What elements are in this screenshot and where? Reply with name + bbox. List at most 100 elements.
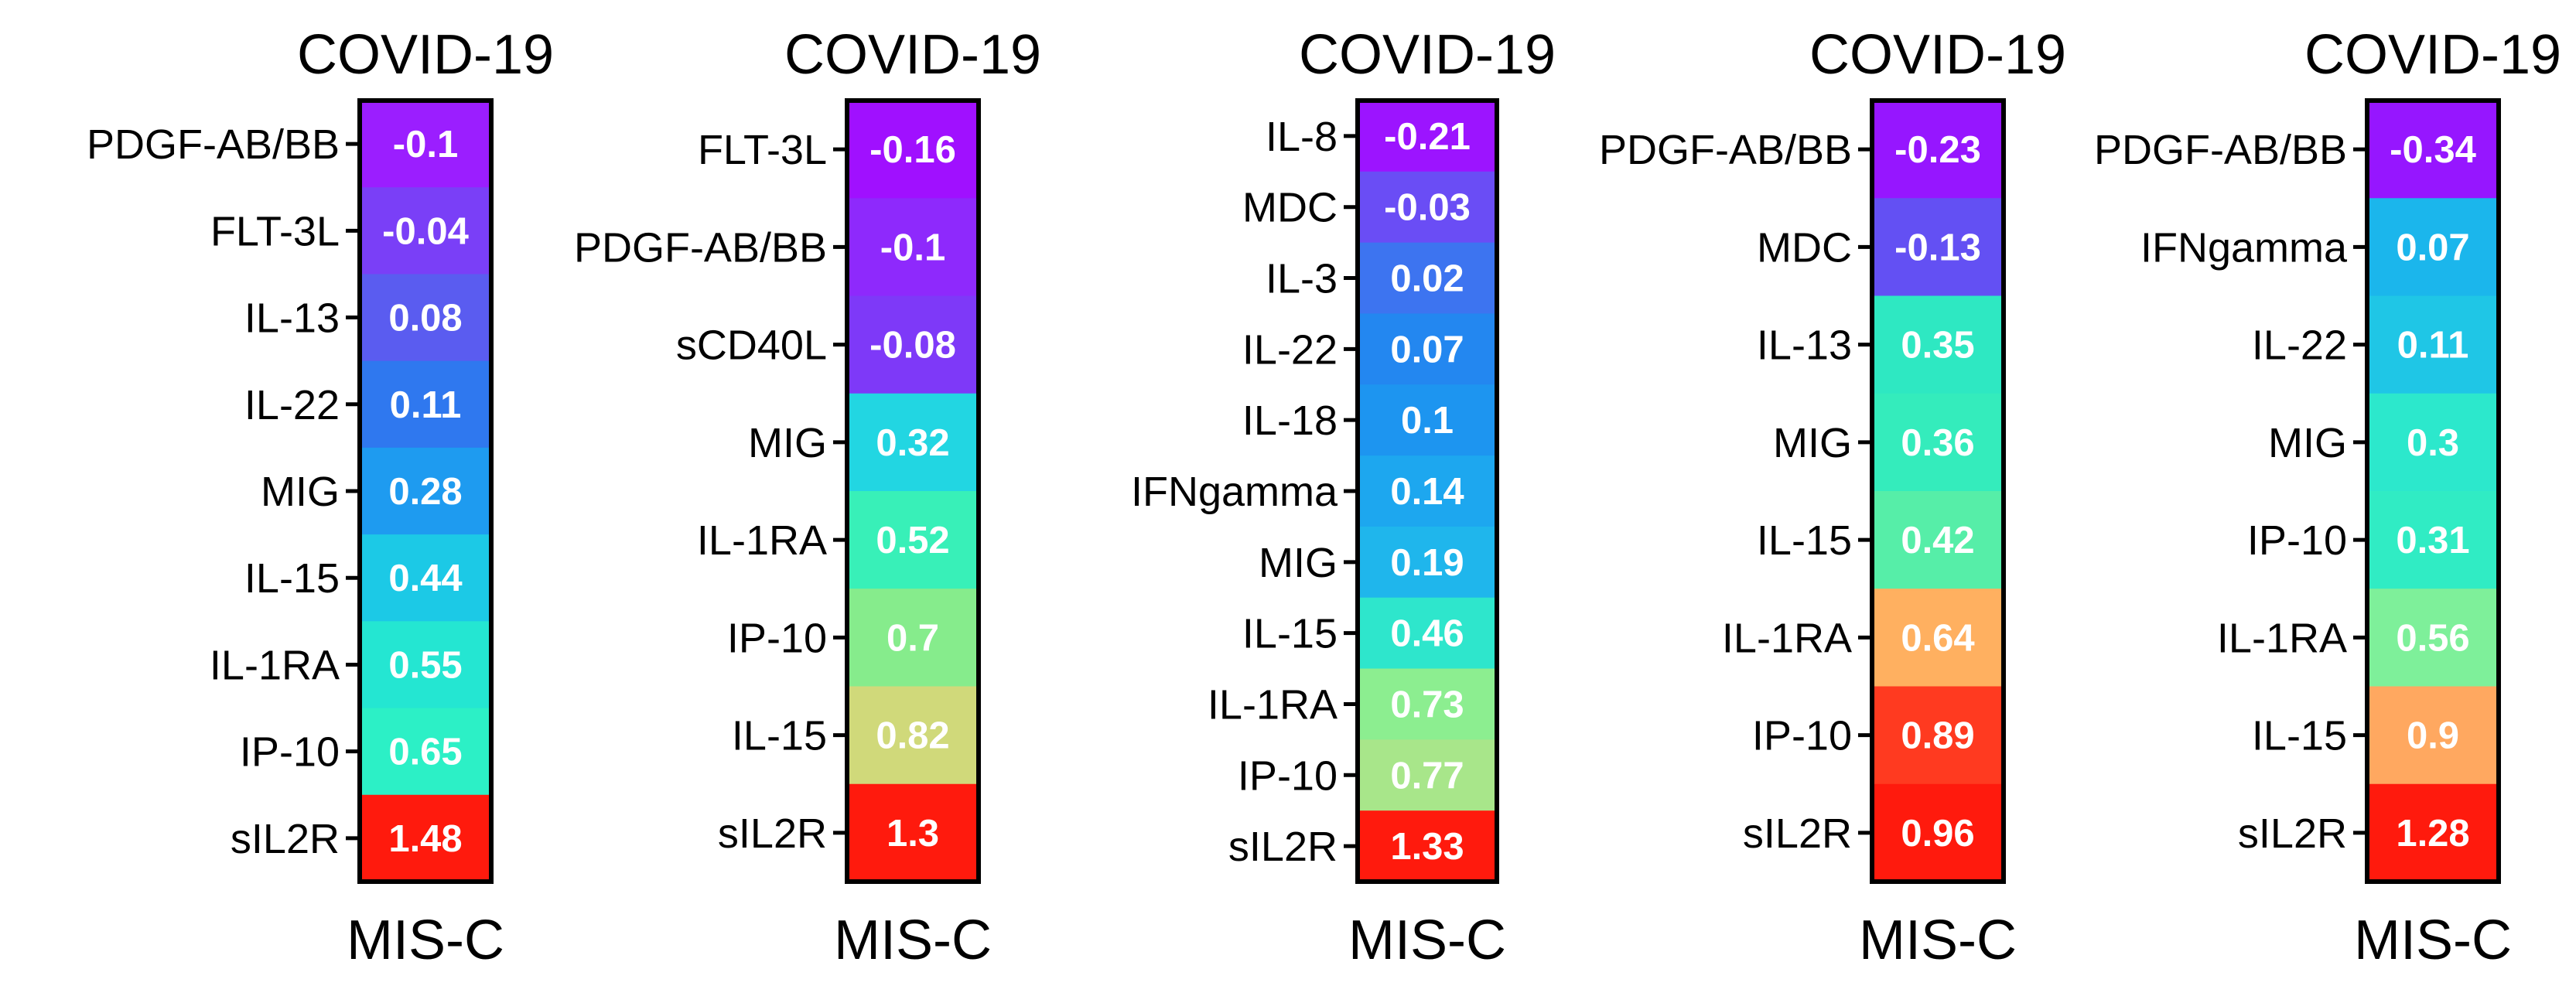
- row-tick-label: IL-15: [244, 555, 340, 602]
- row-tick-label: IL-1RA: [1722, 615, 1852, 661]
- cell-value-label: -0.23: [1894, 129, 1981, 171]
- row-tick-label: MIG: [748, 420, 827, 466]
- heatmap-cell: [360, 708, 491, 796]
- heatmap-cell: [1872, 686, 2004, 785]
- heatmap-cell: [2367, 101, 2499, 199]
- cell-value-label: -0.08: [869, 325, 956, 367]
- row-tick-label: IL-15: [1757, 517, 1852, 564]
- heatmap-cell: [847, 686, 979, 785]
- cell-value-label: -0.21: [1384, 116, 1471, 158]
- cell-value-label: 0.11: [2397, 325, 2469, 367]
- heatmap-cell: [1872, 589, 2004, 687]
- row-tick-label: sIL2R: [2238, 810, 2347, 857]
- heatmap-panel-1: COVID-19 -0.1 PDGF-AB/BB -0.04 FLT-3L 0.08 IL-…: [87, 24, 554, 971]
- heatmap-cell: [2367, 393, 2499, 492]
- panel-border: [2365, 98, 2501, 884]
- row-tick-label: IFNgamma: [1131, 469, 1338, 515]
- row-tick-label: sIL2R: [718, 810, 827, 857]
- heatmap-panel-4: COVID-19 -0.23 PDGF-AB/BB -0.13 MDC 0.35 IL-13…: [1599, 24, 2066, 971]
- panel-x-label: MIS-C: [1859, 909, 2017, 971]
- heatmap-cell: [1872, 393, 2004, 492]
- cell-value-label: 0.52: [876, 520, 949, 561]
- cell-value-label: 0.9: [2407, 715, 2459, 757]
- heatmap-cell: [847, 783, 979, 882]
- row-tick-label: MIG: [1259, 540, 1338, 586]
- panel-x-label: MIS-C: [2354, 909, 2512, 971]
- heatmap-cell: [2367, 589, 2499, 687]
- row-tick-label: PDGF-AB/BB: [2094, 127, 2347, 173]
- row-tick-label: PDGF-AB/BB: [87, 121, 340, 168]
- cell-value-label: 0.64: [1901, 617, 1974, 659]
- cell-value-label: -0.1: [393, 124, 458, 165]
- row-tick-label: IL-22: [244, 382, 340, 428]
- heatmap-cell: [1358, 810, 1497, 882]
- cell-value-label: 0.11: [390, 384, 462, 426]
- cell-value-label: 0.14: [1390, 471, 1464, 513]
- heatmap-cell: [1358, 526, 1497, 599]
- row-tick-label: MDC: [1242, 185, 1338, 231]
- heatmap-cell: [1358, 668, 1497, 740]
- row-tick-label: IL-15: [732, 713, 827, 759]
- row-tick-label: IL-1RA: [2217, 615, 2347, 661]
- heatmap-cell: [360, 534, 491, 622]
- panel-title: COVID-19: [1299, 24, 1556, 86]
- heatmap-cell: [1872, 101, 2004, 199]
- row-tick-label: PDGF-AB/BB: [574, 224, 827, 271]
- panel-title: COVID-19: [297, 24, 554, 86]
- cell-value-label: 0.7: [887, 617, 939, 659]
- row-tick-label: FLT-3L: [698, 127, 827, 173]
- heatmap-cell: [2367, 491, 2499, 589]
- cell-value-label: -0.16: [869, 129, 956, 171]
- heatmap-cell: [360, 360, 491, 449]
- cell-value-label: 0.77: [1390, 755, 1464, 797]
- heatmap-cell: [360, 187, 491, 275]
- panel-border: [845, 98, 981, 884]
- cell-value-label: 1.33: [1390, 826, 1464, 868]
- heatmap-cell: [1358, 171, 1497, 244]
- cell-value-label: 0.28: [388, 471, 462, 513]
- cell-value-label: 1.48: [388, 818, 462, 860]
- row-tick-label: IP-10: [2247, 517, 2347, 564]
- panel-border: [357, 98, 494, 884]
- heatmap-panel-3: COVID-19 -0.21 IL-8 -0.03 MDC 0.02 IL-3 0.07 IL-…: [1131, 24, 1556, 971]
- row-tick-label: PDGF-AB/BB: [1599, 127, 1852, 173]
- row-tick-label: IL-22: [1242, 326, 1338, 373]
- cell-value-label: 0.35: [1901, 325, 1974, 367]
- cell-value-label: 0.1: [1401, 400, 1454, 442]
- panel-title: COVID-19: [2304, 24, 2561, 86]
- row-tick-label: sCD40L: [676, 322, 827, 369]
- cell-value-label: -0.1: [880, 227, 945, 268]
- heatmap-panel-2: COVID-19 -0.16 FLT-3L -0.1 PDGF-AB/BB -0.08 sC…: [574, 24, 1041, 971]
- heatmap-cell: [1358, 384, 1497, 456]
- row-tick-label: sIL2R: [231, 816, 340, 862]
- heatmap-cell: [2367, 198, 2499, 296]
- panel-border: [1870, 98, 2006, 884]
- row-tick-label: IL-8: [1266, 114, 1338, 160]
- row-tick-label: IL-18: [1242, 397, 1338, 444]
- row-tick-label: IP-10: [727, 615, 827, 661]
- heatmap-cell: [360, 794, 491, 882]
- heatmap-cell: [2367, 686, 2499, 785]
- heatmap-cell: [1358, 242, 1497, 314]
- row-tick-label: MIG: [261, 469, 340, 515]
- cell-value-label: 0.89: [1901, 715, 1974, 757]
- row-tick-label: sIL2R: [1743, 810, 1852, 857]
- panel-x-label: MIS-C: [1348, 909, 1506, 971]
- cell-value-label: 1.28: [2396, 813, 2469, 855]
- panel-title: COVID-19: [784, 24, 1041, 86]
- cell-value-label: 0.19: [1390, 542, 1464, 584]
- panel-x-label: MIS-C: [834, 909, 992, 971]
- row-tick-label: IP-10: [240, 729, 340, 776]
- row-tick-label: IL-22: [2252, 322, 2347, 369]
- row-tick-label: IL-13: [1757, 322, 1852, 369]
- cell-value-label: -0.34: [2390, 129, 2476, 171]
- cell-value-label: 0.56: [2396, 617, 2469, 659]
- row-tick-label: MIG: [1773, 420, 1852, 466]
- cell-value-label: 0.73: [1390, 684, 1464, 725]
- heatmap-cell: [360, 274, 491, 362]
- row-tick-label: IL-15: [2252, 713, 2347, 759]
- cell-value-label: 1.3: [887, 813, 939, 855]
- cell-value-label: 0.44: [388, 558, 462, 599]
- row-tick-label: IL-15: [1242, 611, 1338, 657]
